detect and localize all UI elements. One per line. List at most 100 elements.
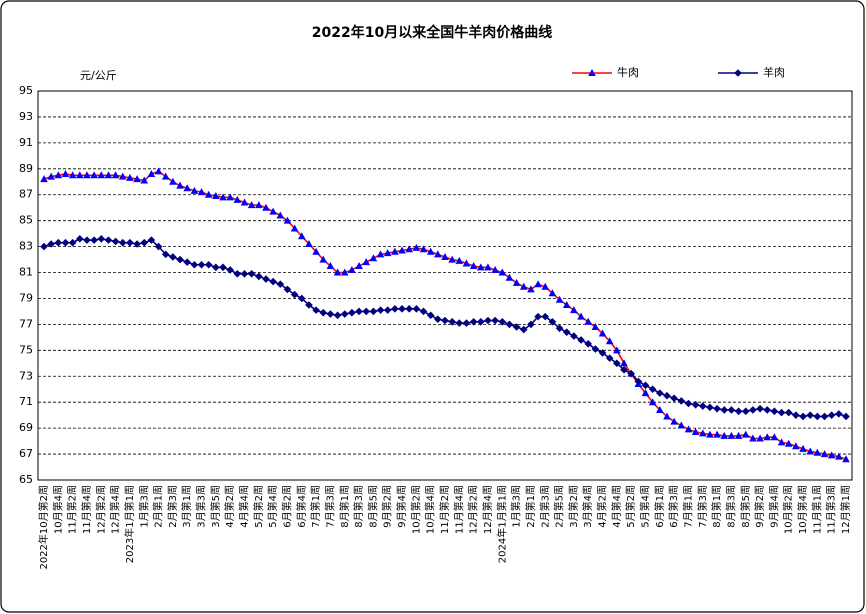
data-point <box>627 369 635 378</box>
data-point <box>741 407 750 416</box>
legend-label: 牛肉 <box>617 65 639 79</box>
data-point <box>541 282 550 290</box>
data-point <box>419 307 428 316</box>
data-point <box>405 305 413 313</box>
data-point <box>76 235 84 243</box>
legend-label: 羊肉 <box>763 65 785 79</box>
data-point <box>505 273 514 281</box>
data-point <box>534 280 542 288</box>
data-point <box>333 268 342 276</box>
data-point <box>376 250 385 258</box>
x-tick-label: 2月第1周 <box>524 485 537 528</box>
data-point <box>469 262 478 270</box>
data-point <box>462 319 471 327</box>
data-point <box>383 249 392 257</box>
data-point <box>276 280 285 289</box>
data-point <box>104 236 113 244</box>
data-point <box>398 246 406 254</box>
x-tick-label: 10月第4周 <box>796 485 809 534</box>
data-point <box>842 455 850 463</box>
data-point <box>369 307 378 316</box>
data-point <box>340 268 349 276</box>
data-point <box>512 323 521 331</box>
x-tick-label: 11月第2周 <box>66 485 79 534</box>
data-point <box>519 282 528 290</box>
data-point <box>255 272 263 281</box>
data-point <box>455 319 464 327</box>
data-point <box>584 340 593 348</box>
plot-area <box>37 90 853 481</box>
data-point <box>219 263 227 272</box>
data-point <box>548 289 557 297</box>
data-point <box>247 270 256 278</box>
data-point <box>47 240 55 248</box>
x-tick-label: 2月第3周 <box>538 485 551 528</box>
data-point <box>362 307 371 316</box>
data-point <box>212 192 220 200</box>
data-point <box>441 316 449 325</box>
data-point <box>684 425 693 433</box>
x-tick-label: 8月第3周 <box>352 485 365 528</box>
data-point <box>555 295 564 303</box>
data-point <box>727 431 736 439</box>
x-tick-label: 6月第1周 <box>653 485 666 528</box>
data-point <box>749 406 757 414</box>
x-tick-label: 8月第5周 <box>366 485 379 528</box>
data-point <box>505 320 514 329</box>
data-point <box>204 260 213 269</box>
data-point <box>176 181 184 189</box>
x-tick-label: 2月第3周 <box>166 485 179 528</box>
data-point <box>734 407 743 416</box>
data-point <box>169 177 177 185</box>
y-tick-label: 73 <box>19 369 33 382</box>
data-point <box>577 336 585 344</box>
data-point <box>405 245 413 253</box>
data-point <box>792 411 800 419</box>
data-point <box>512 278 521 286</box>
data-point <box>333 311 342 320</box>
data-point <box>97 171 106 179</box>
data-point <box>154 167 163 175</box>
data-point <box>455 256 464 264</box>
data-point <box>297 294 306 303</box>
data-point <box>835 410 843 418</box>
y-tick-label: 81 <box>19 266 33 279</box>
data-point <box>233 270 242 278</box>
data-point <box>183 258 192 266</box>
data-point <box>527 285 535 293</box>
x-tick-label: 2月第1周 <box>152 485 165 528</box>
data-point <box>111 171 120 179</box>
data-point <box>283 216 292 224</box>
data-point <box>613 346 621 354</box>
data-point <box>820 412 829 421</box>
x-tick-label: 1月第3周 <box>510 485 523 528</box>
y-tick-label: 93 <box>19 110 33 123</box>
data-point <box>147 236 156 244</box>
data-point <box>641 389 650 397</box>
data-point <box>777 408 786 417</box>
data-point <box>663 391 671 400</box>
data-point <box>484 316 492 325</box>
data-point <box>111 237 120 246</box>
y-tick-label: 69 <box>19 421 33 434</box>
data-point <box>104 171 113 179</box>
data-point <box>677 421 686 429</box>
data-point <box>140 238 149 247</box>
data-point <box>61 238 70 247</box>
y-tick-label: 75 <box>19 343 33 356</box>
data-point <box>133 240 141 248</box>
data-point <box>269 277 277 286</box>
x-tick-label: 10月第4周 <box>51 485 64 534</box>
data-point <box>570 306 578 314</box>
y-tick-label: 71 <box>19 395 33 408</box>
x-tick-label: 9月第4周 <box>767 485 780 528</box>
data-point <box>706 403 714 412</box>
y-unit: 元/公斤 <box>80 69 117 82</box>
data-point <box>183 184 192 192</box>
data-point <box>677 397 686 405</box>
data-point <box>598 329 607 337</box>
data-point <box>770 407 779 416</box>
x-tick-label: 11月第3周 <box>825 485 838 534</box>
data-point <box>656 405 664 413</box>
x-tick-label: 11月第2周 <box>438 485 451 534</box>
